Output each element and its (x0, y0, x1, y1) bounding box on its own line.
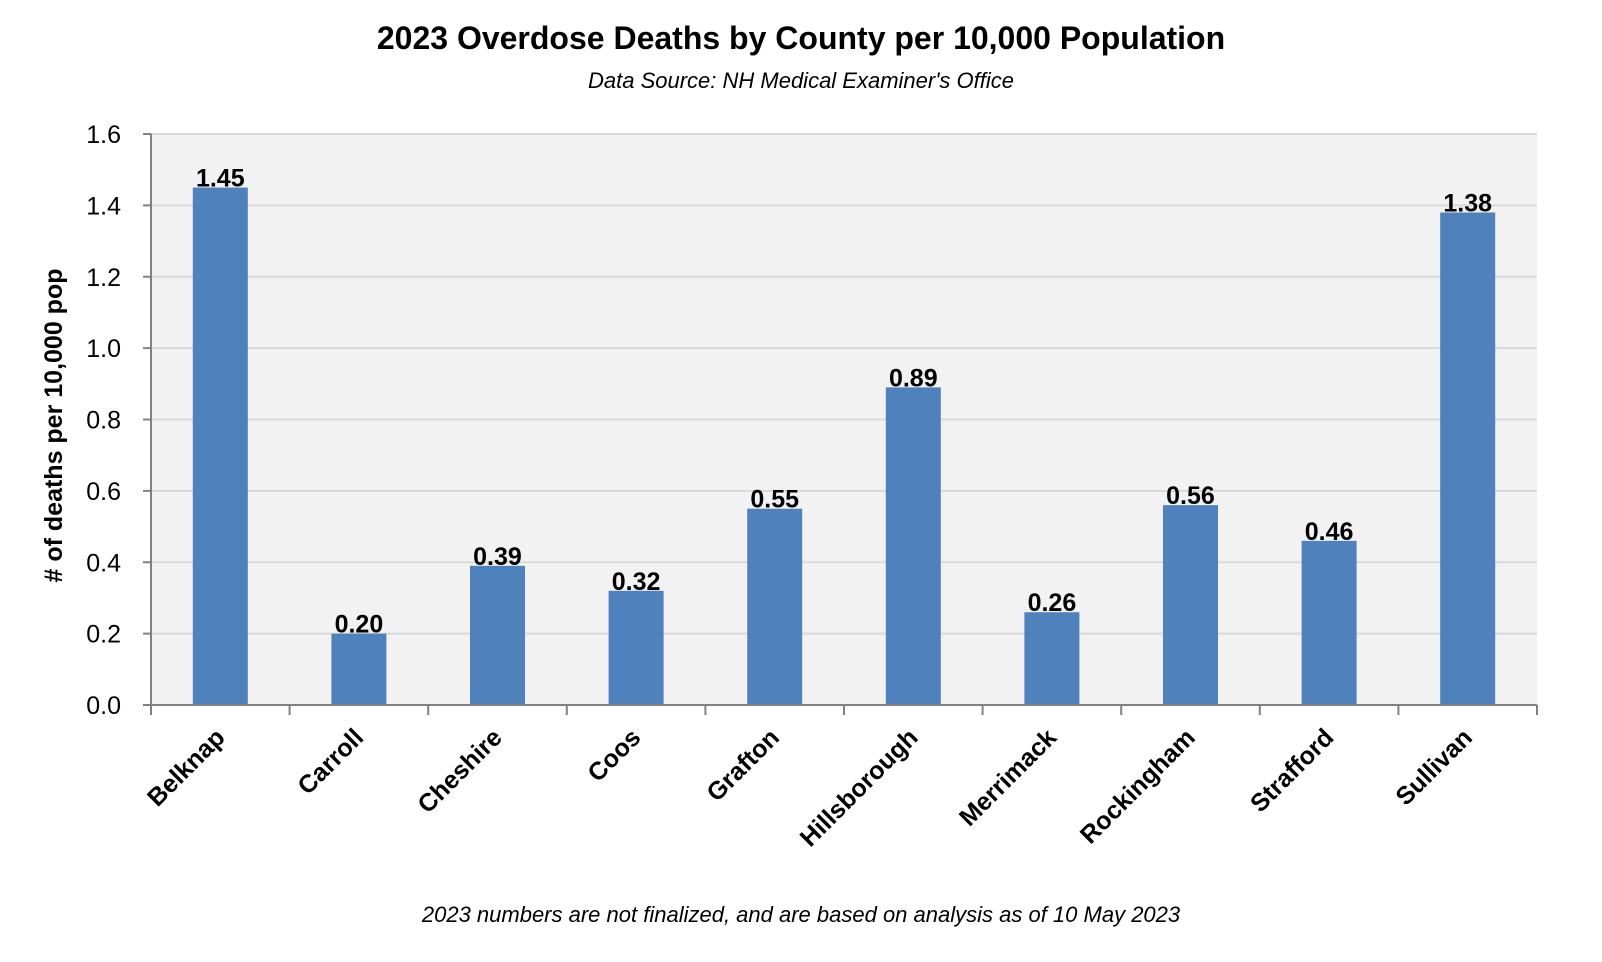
data-label-carroll: 0.20 (335, 611, 384, 639)
y-tick-label: 1.4 (86, 192, 121, 220)
bar-strafford (1301, 540, 1357, 705)
category-label-coos: Coos (582, 723, 646, 787)
bar-rockingham (1163, 505, 1218, 705)
data-label-merrimack: 0.26 (1028, 589, 1077, 617)
y-tick-label: 0.8 (86, 407, 121, 435)
bar-grafton (747, 508, 803, 705)
data-label-coos: 0.32 (612, 568, 661, 596)
y-tick-label: 1.0 (86, 335, 121, 363)
category-label-merrimack: Merrimack (954, 723, 1062, 831)
data-label-sullivan: 1.38 (1443, 190, 1492, 218)
y-tick-label: 0.6 (86, 478, 121, 506)
category-label-carroll: Carroll (292, 723, 369, 800)
bar-coos (608, 590, 664, 705)
data-label-hillsborough: 0.89 (889, 364, 938, 392)
y-axis-title: # of deaths per 10,000 pop (40, 269, 68, 583)
y-tick-label: 0.0 (86, 692, 121, 720)
category-label-rockingham: Rockingham (1075, 723, 1201, 849)
category-label-grafton: Grafton (701, 723, 785, 807)
category-label-sullivan: Sullivan (1390, 723, 1478, 811)
chart-footnote: 2023 numbers are not finalized, and are … (421, 902, 1181, 927)
y-tick-label: 0.4 (86, 549, 121, 577)
data-label-belknap: 1.45 (196, 165, 245, 193)
bar-hillsborough (885, 387, 941, 705)
bar-merrimack (1024, 612, 1080, 705)
data-label-grafton: 0.55 (750, 486, 799, 514)
y-tick-label: 1.6 (86, 121, 121, 149)
data-label-strafford: 0.46 (1305, 518, 1354, 546)
bar-sullivan (1440, 212, 1496, 705)
bars (192, 187, 1496, 705)
data-label-rockingham: 0.56 (1166, 482, 1215, 510)
bar-cheshire (470, 565, 525, 705)
y-tick-label: 0.2 (86, 621, 121, 649)
axes (143, 133, 1538, 715)
chart-subtitle: Data Source: NH Medical Examiner's Offic… (587, 68, 1014, 93)
y-tick-label: 1.2 (86, 264, 121, 292)
category-label-hillsborough: Hillsborough (795, 723, 924, 852)
bar-belknap (192, 187, 248, 705)
bar-carroll (331, 633, 387, 705)
category-label-strafford: Strafford (1245, 723, 1339, 817)
chart-title: 2023 Overdose Deaths by County per 10,00… (376, 20, 1226, 56)
category-label-belknap: Belknap (142, 723, 231, 812)
category-label-cheshire: Cheshire (412, 723, 508, 819)
data-label-cheshire: 0.39 (473, 543, 522, 571)
